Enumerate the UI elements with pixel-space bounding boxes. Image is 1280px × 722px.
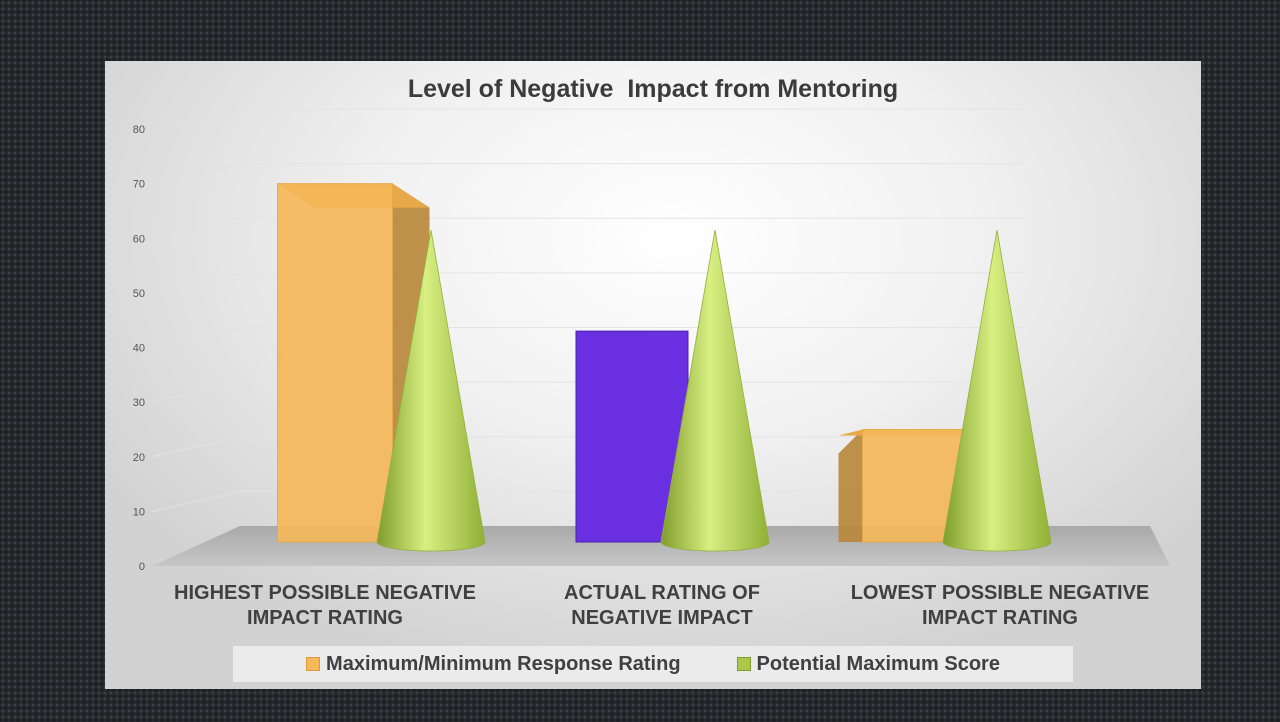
legend-item: Maximum/Minimum Response Rating	[306, 653, 681, 676]
chart-title: Level of Negative Impact from Mentoring	[407, 75, 899, 103]
category-label-line: LOWEST POSSIBLE NEGATIVE	[850, 582, 1150, 604]
y-tick-label: 30	[133, 397, 145, 409]
cone-body	[942, 229, 1052, 552]
chart-plot: 0 10 20 30 40 50 60 70 80	[133, 108, 1170, 573]
cone	[376, 229, 486, 552]
y-tick-label: 80	[133, 124, 145, 136]
gridline	[151, 436, 241, 458]
cone-body	[376, 229, 486, 552]
category-label: ACTUAL RATING OF NEGATIVE IMPACT	[502, 581, 822, 631]
category-label-line: ACTUAL RATING OF	[564, 582, 760, 604]
category-label: LOWEST POSSIBLE NEGATIVE IMPACT RATING	[840, 581, 1160, 631]
y-tick-label: 0	[139, 561, 145, 573]
gridline	[151, 381, 241, 403]
y-tick-label: 70	[133, 179, 145, 191]
category-label: HIGHEST POSSIBLE NEGATIVE IMPACT RATING	[165, 581, 485, 631]
gridline	[151, 108, 241, 130]
cone	[942, 229, 1052, 552]
y-tick-label: 40	[133, 343, 145, 355]
legend-swatch-cone	[736, 657, 751, 671]
y-tick-label: 50	[133, 288, 145, 300]
y-tick-label: 10	[133, 506, 145, 518]
category-label-line: IMPACT RATING	[247, 607, 403, 629]
cone	[660, 229, 770, 552]
legend-swatch-box	[306, 657, 321, 671]
legend-label: Potential Maximum Score	[756, 652, 1000, 675]
category-label-line: HIGHEST POSSIBLE NEGATIVE	[174, 582, 476, 604]
chart-panel: 0 10 20 30 40 50 60 70 80 Level of Negative Impa…	[105, 61, 1201, 689]
category-label-line: NEGATIVE IMPACT	[571, 607, 753, 629]
legend-item: Potential Maximum Score	[736, 652, 1000, 676]
gridline	[151, 490, 241, 512]
cone-body	[660, 229, 770, 552]
gridline	[151, 272, 241, 294]
y-tick-label: 60	[133, 233, 145, 245]
category-label-line: IMPACT RATING	[922, 607, 1078, 629]
y-tick-label: 20	[133, 452, 145, 464]
bar-front-face	[277, 183, 393, 543]
gridline	[151, 163, 241, 185]
chart-legend: Maximum/Minimum Response Rating Potentia…	[233, 646, 1073, 682]
gridline	[151, 327, 241, 348]
bar-side-face	[838, 429, 863, 542]
legend-label: Maximum/Minimum Response Rating	[326, 652, 681, 675]
gridline	[151, 217, 241, 239]
